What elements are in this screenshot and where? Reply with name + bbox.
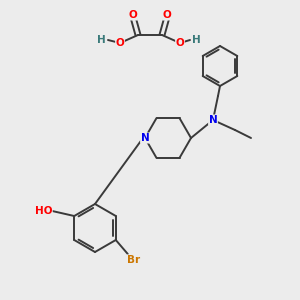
- Text: O: O: [116, 38, 124, 48]
- Text: HO: HO: [35, 206, 52, 216]
- Text: N: N: [208, 115, 217, 125]
- Text: H: H: [97, 35, 106, 45]
- Text: Br: Br: [127, 255, 140, 265]
- Text: O: O: [176, 38, 184, 48]
- Text: O: O: [129, 10, 137, 20]
- Text: O: O: [163, 10, 171, 20]
- Text: H: H: [192, 35, 201, 45]
- Text: N: N: [141, 133, 149, 143]
